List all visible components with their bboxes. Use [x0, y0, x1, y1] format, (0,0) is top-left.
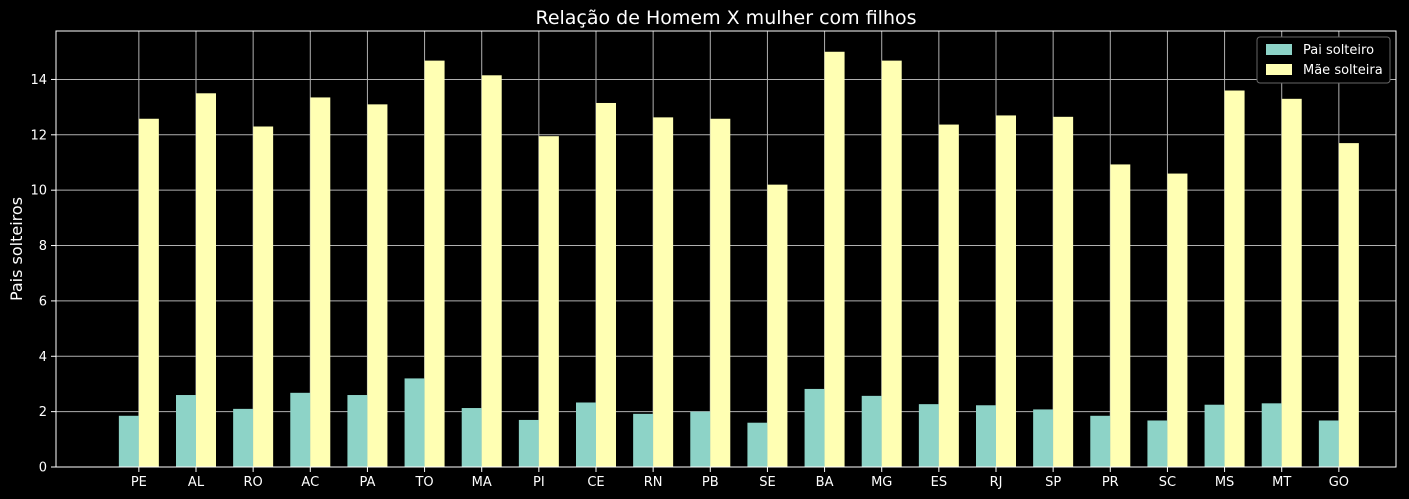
bar-mae-solteira-ce — [596, 102, 616, 467]
bar-mae-solteira-ro — [253, 126, 274, 467]
x-tick-label: MG — [871, 475, 892, 490]
bar-pai-solteiro-rn — [633, 413, 654, 467]
bar-pai-solteiro-pr — [1090, 415, 1111, 467]
x-tick-label: MA — [472, 475, 492, 490]
legend-label-mae-solteira: Mãe solteira — [1303, 63, 1383, 78]
plot-frame — [55, 30, 1397, 468]
x-tick-label: RO — [244, 475, 263, 490]
bar-mae-solteira-pi — [538, 136, 559, 467]
bars — [118, 51, 1359, 468]
bar-pai-solteiro-to — [404, 378, 425, 467]
bar-mae-solteira-mt — [1281, 98, 1302, 468]
bar-mae-solteira-pr — [1110, 164, 1131, 467]
bar-mae-solteira-ac — [310, 97, 331, 467]
bar-pai-solteiro-mg — [861, 395, 882, 467]
bar-mae-solteira-al — [196, 93, 216, 468]
bar-pai-solteiro-ms — [1204, 404, 1225, 467]
x-tick-label: TO — [414, 475, 433, 490]
bar-mae-solteira-pa — [367, 104, 388, 467]
y-tick-label: 2 — [39, 405, 47, 420]
bar-pai-solteiro-es — [918, 404, 939, 467]
bar-pai-solteiro-go — [1318, 420, 1339, 467]
x-tick-label: BA — [816, 475, 834, 490]
x-tick-label: GO — [1329, 475, 1349, 490]
bar-pai-solteiro-rj — [976, 405, 996, 467]
bar-mae-solteira-es — [938, 124, 959, 467]
bar-mae-solteira-go — [1338, 143, 1359, 467]
x-tick-label: SE — [759, 475, 775, 490]
bar-pai-solteiro-mt — [1261, 403, 1282, 467]
chart-title: Relação de Homem X mulher com filhos — [535, 7, 916, 29]
x-tick-label: SC — [1159, 475, 1176, 490]
y-tick-label: 10 — [30, 184, 47, 199]
bar-mae-solteira-sc — [1167, 173, 1188, 468]
bar-pai-solteiro-se — [747, 422, 768, 467]
bar-mae-solteira-sp — [1053, 116, 1074, 468]
y-tick-label: 6 — [39, 294, 47, 309]
bar-mae-solteira-se — [767, 184, 788, 467]
legend-swatch-pai-solteiro — [1266, 44, 1292, 55]
y-tick-label: 12 — [30, 128, 47, 143]
bar-pai-solteiro-pe — [118, 415, 139, 467]
bar-mae-solteira-to — [424, 60, 445, 468]
bar-pai-solteiro-ro — [233, 408, 254, 467]
bar-mae-solteira-pb — [710, 118, 731, 467]
x-tick-label: PB — [702, 475, 719, 490]
y-tick-label: 8 — [39, 239, 47, 254]
bar-mae-solteira-rn — [653, 117, 674, 468]
bar-mae-solteira-mg — [881, 60, 902, 468]
x-tick-label: PE — [131, 475, 147, 490]
bar-mae-solteira-ba — [824, 51, 845, 468]
x-tick-label: ES — [931, 475, 947, 490]
bar-mae-solteira-rj — [996, 115, 1016, 467]
x-tick-label: MT — [1272, 475, 1291, 490]
bar-pai-solteiro-ba — [804, 388, 825, 467]
legend-swatch-mae-solteira — [1266, 64, 1292, 75]
bar-pai-solteiro-pi — [518, 419, 539, 467]
x-tick-label: PA — [359, 475, 375, 490]
bar-pai-solteiro-sc — [1147, 420, 1168, 467]
x-tick-label: CE — [587, 475, 604, 490]
x-tick-label: MS — [1215, 475, 1234, 490]
x-tick-label: SP — [1045, 475, 1061, 490]
x-tick-label: AC — [301, 475, 319, 490]
bar-pai-solteiro-pa — [347, 395, 368, 467]
bar-mae-solteira-pe — [138, 118, 159, 467]
bar-pai-solteiro-pb — [690, 411, 711, 467]
x-tick-label: PR — [1102, 475, 1119, 490]
y-axis-label: Pais solteiros — [7, 197, 26, 301]
legend-label-pai-solteiro: Pai solteiro — [1303, 43, 1374, 58]
legend: Pai solteiro Mãe solteira — [1256, 36, 1391, 84]
x-tick-label: PI — [533, 475, 545, 490]
bar-mae-solteira-ma — [481, 75, 502, 468]
x-tick-label: AL — [188, 475, 205, 490]
bar-mae-solteira-ms — [1224, 90, 1245, 468]
x-tick-label: RJ — [990, 475, 1003, 490]
x-ticks: PE AL RO AC PA TO MA PI CE RN PB SE BA MG ES RJ SP PR SC MS… — [131, 467, 1349, 490]
bar-pai-solteiro-al — [176, 395, 196, 467]
y-tick-label: 14 — [30, 73, 47, 88]
bar-pai-solteiro-ce — [576, 402, 596, 467]
y-tick-label: 0 — [39, 461, 47, 476]
bar-pai-solteiro-ac — [290, 392, 311, 467]
bar-pai-solteiro-sp — [1033, 409, 1054, 467]
y-tick-label: 4 — [39, 350, 47, 365]
y-ticks: 0 2 4 6 8 10 12 14 — [30, 73, 56, 476]
bar-pai-solteiro-ma — [461, 408, 482, 467]
x-tick-label: RN — [644, 475, 663, 490]
